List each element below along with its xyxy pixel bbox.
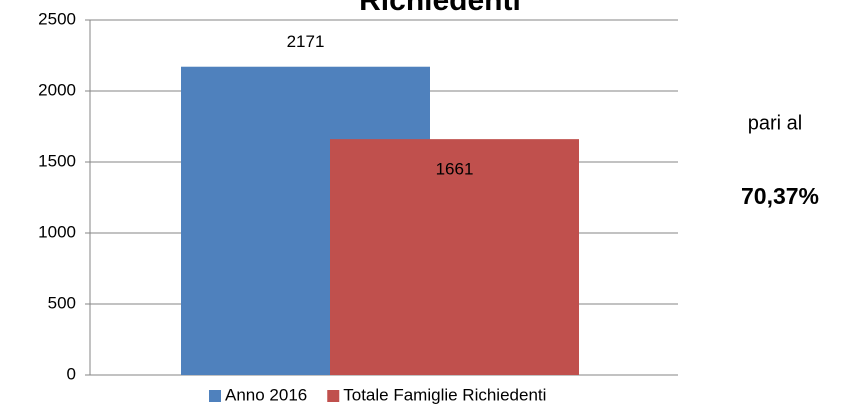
y-tick-label: 1500	[38, 151, 76, 170]
y-tick-label: 2500	[38, 9, 76, 28]
legend-swatch	[327, 390, 340, 402]
y-tick-label: 0	[67, 364, 76, 383]
legend-label: Totale Famiglie Richiedenti	[343, 385, 546, 404]
chart-title: Richiedenti	[359, 0, 521, 17]
annotation: pari al	[748, 112, 802, 134]
bar	[330, 139, 579, 375]
legend-swatch	[209, 390, 221, 402]
annotation: 70,37%	[741, 183, 819, 209]
y-tick-label: 1000	[38, 222, 76, 241]
y-tick-label: 500	[48, 293, 76, 312]
legend-label: Anno 2016	[225, 385, 307, 404]
y-tick-label: 2000	[38, 80, 76, 99]
data-label: 1661	[436, 160, 474, 179]
data-label: 2171	[287, 32, 325, 51]
